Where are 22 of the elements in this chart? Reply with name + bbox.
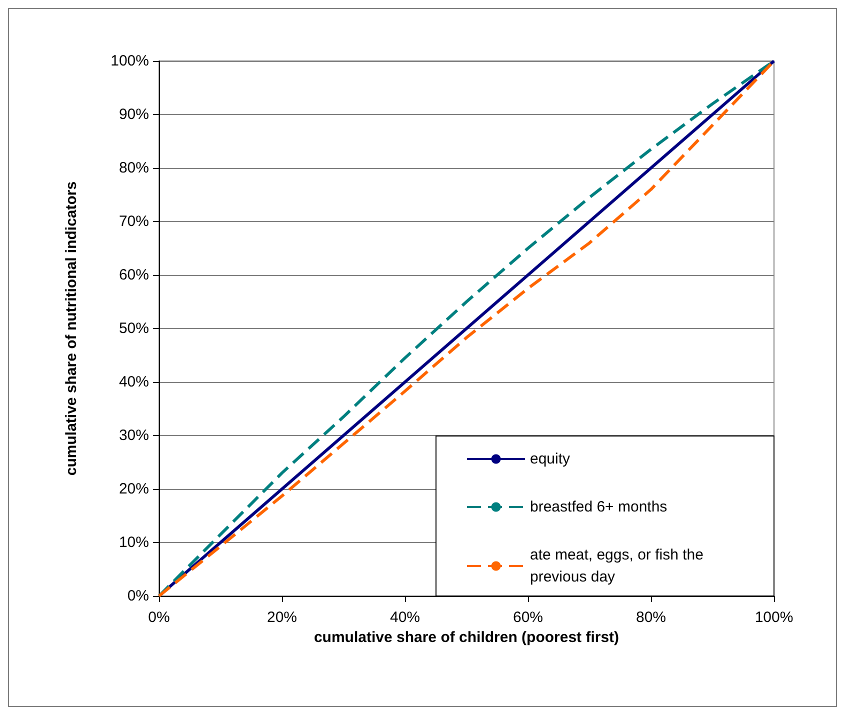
y-tick-label: 90% <box>118 106 149 123</box>
x-tick-label: 0% <box>148 609 170 626</box>
y-tick-label: 0% <box>127 588 149 604</box>
y-tick-label: 30% <box>118 427 149 444</box>
legend-label: breastfed 6+ months <box>530 498 668 516</box>
x-tick-label: 20% <box>266 609 298 626</box>
y-axis-title: cumulative share of nutritional indicators <box>63 181 80 476</box>
x-axis-title: cumulative share of children (poorest first) <box>314 628 620 646</box>
y-tick-label: 50% <box>118 320 149 337</box>
x-tick-label: 40% <box>390 609 420 626</box>
x-tick-label: 60% <box>512 609 544 626</box>
y-tick-label: 40% <box>118 374 149 390</box>
y-tick-label: 70% <box>118 213 149 230</box>
x-tick-label: 100% <box>754 609 794 626</box>
legend-label: ate meat, eggs, or fish the previous day <box>530 546 708 586</box>
y-tick-label: 100% <box>110 52 149 70</box>
legend-label: equity <box>530 450 571 468</box>
y-tick-label: 10% <box>118 534 149 551</box>
y-tick-label: 60% <box>118 266 149 284</box>
y-tick-label: 20% <box>118 480 149 498</box>
y-tick-label: 80% <box>118 160 149 176</box>
x-tick-label: 80% <box>636 609 666 626</box>
